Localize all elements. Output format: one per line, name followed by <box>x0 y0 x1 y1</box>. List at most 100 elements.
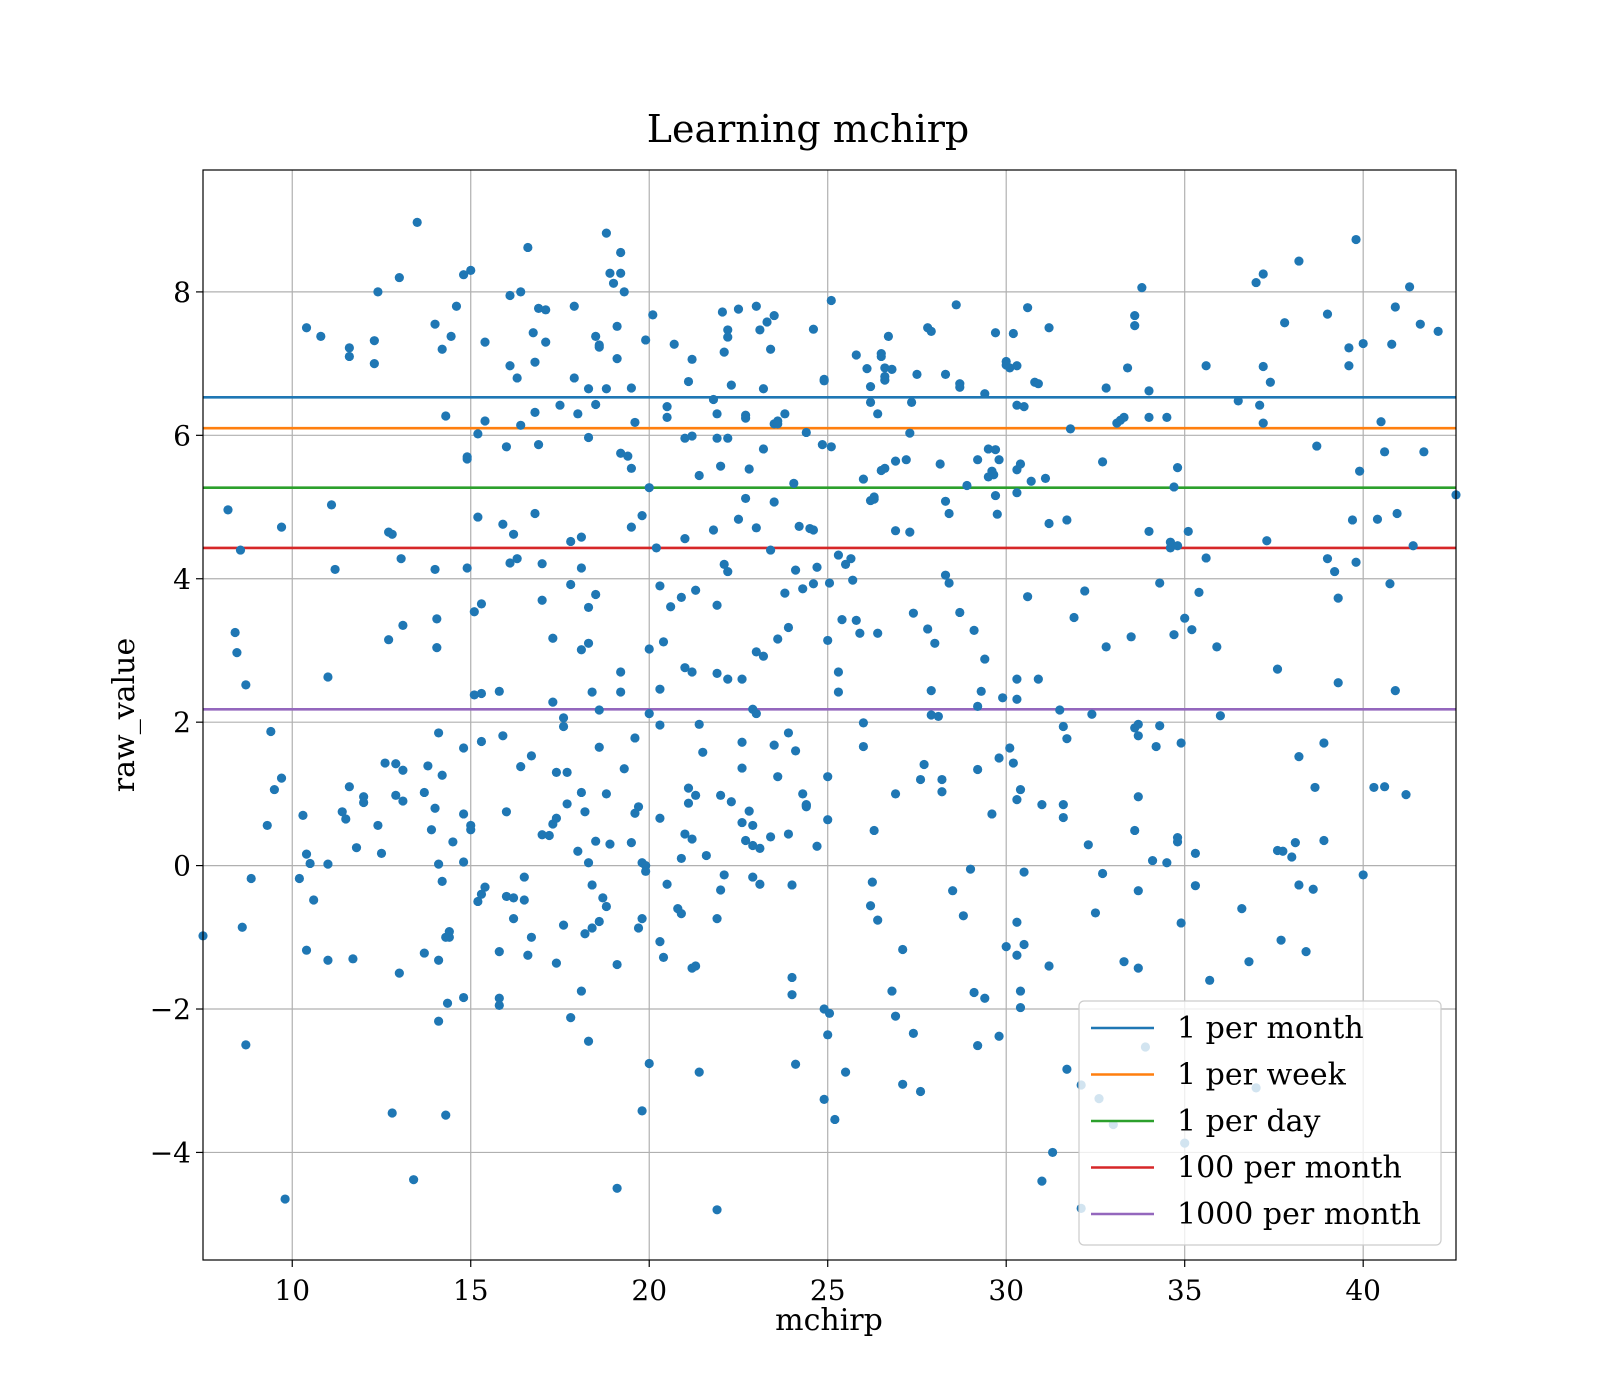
data-point <box>396 554 406 564</box>
data-point <box>516 287 526 297</box>
data-point <box>305 858 315 869</box>
data-point <box>719 347 729 357</box>
data-point <box>1251 277 1261 288</box>
data-point <box>323 859 333 869</box>
data-point <box>462 452 472 462</box>
data-point <box>391 790 401 800</box>
data-point <box>980 654 990 664</box>
threshold-lines <box>203 396 1456 711</box>
data-point <box>680 663 690 673</box>
data-point <box>576 563 586 573</box>
data-point <box>1012 795 1022 805</box>
data-point <box>1333 593 1343 603</box>
data-point <box>533 303 544 314</box>
data-point <box>987 809 997 819</box>
data-point <box>1040 473 1051 483</box>
data-point <box>1155 578 1165 588</box>
data-point <box>380 758 390 768</box>
data-point <box>1176 918 1186 928</box>
data-point <box>933 711 943 722</box>
data-point <box>1358 338 1368 349</box>
data-point <box>1083 840 1093 850</box>
data-point <box>976 686 986 696</box>
data-point <box>783 728 794 738</box>
data-point <box>751 301 761 311</box>
data-point <box>873 915 883 925</box>
data-point <box>451 301 462 311</box>
data-point <box>1322 554 1333 564</box>
data-point <box>301 849 312 859</box>
data-point <box>508 529 519 539</box>
data-point <box>833 550 844 560</box>
data-point <box>616 247 626 258</box>
data-point <box>994 753 1004 763</box>
data-point <box>1012 361 1022 371</box>
data-point <box>1008 758 1018 768</box>
data-point <box>798 789 808 799</box>
data-point <box>919 759 929 770</box>
data-point <box>501 442 512 452</box>
data-point <box>448 837 458 847</box>
data-point <box>598 893 608 903</box>
data-point <box>935 459 945 469</box>
data-point <box>712 409 722 419</box>
data-point <box>655 720 665 730</box>
data-point <box>576 645 586 655</box>
data-point <box>969 987 979 998</box>
data-point <box>1255 400 1265 410</box>
data-point <box>1044 961 1054 971</box>
data-point <box>1019 402 1029 412</box>
data-point <box>787 972 797 983</box>
data-point <box>494 686 504 696</box>
data-point <box>1044 518 1054 529</box>
data-point <box>394 272 404 283</box>
data-point <box>769 497 779 507</box>
legend-label: 1000 per month <box>1177 1197 1421 1232</box>
data-point <box>801 427 811 438</box>
data-point <box>337 807 347 817</box>
data-point <box>1358 870 1368 880</box>
data-point <box>344 343 354 353</box>
data-point <box>905 428 915 438</box>
data-point <box>719 559 729 570</box>
data-point <box>890 526 901 536</box>
data-point <box>1026 476 1036 486</box>
data-point <box>658 952 669 962</box>
data-point <box>519 872 529 882</box>
data-point <box>612 959 622 970</box>
data-point <box>626 463 636 473</box>
data-point <box>573 846 583 856</box>
data-point <box>723 674 733 684</box>
data-point <box>533 440 544 450</box>
data-point <box>980 389 990 399</box>
data-point <box>580 929 590 939</box>
data-point <box>1033 379 1043 389</box>
data-point <box>523 950 533 960</box>
data-point <box>555 400 565 410</box>
data-point <box>669 339 679 349</box>
data-point <box>648 310 658 320</box>
data-point <box>858 718 869 728</box>
data-point <box>437 344 447 354</box>
data-point <box>973 455 983 465</box>
data-point <box>876 348 886 359</box>
data-point <box>840 1067 851 1077</box>
data-point <box>516 762 526 772</box>
data-point <box>512 373 522 383</box>
data-point <box>794 521 804 532</box>
data-point <box>883 331 894 341</box>
data-point <box>765 545 776 555</box>
data-point <box>298 810 308 820</box>
data-point <box>846 554 856 564</box>
data-point <box>708 525 719 535</box>
data-point <box>1322 309 1333 319</box>
data-point <box>1301 947 1311 957</box>
data-point <box>1015 1002 1026 1013</box>
data-point <box>548 697 558 707</box>
data-point <box>717 307 728 317</box>
y-tick-label: 4 <box>173 563 191 596</box>
data-point <box>994 455 1004 465</box>
data-point <box>1005 743 1015 753</box>
